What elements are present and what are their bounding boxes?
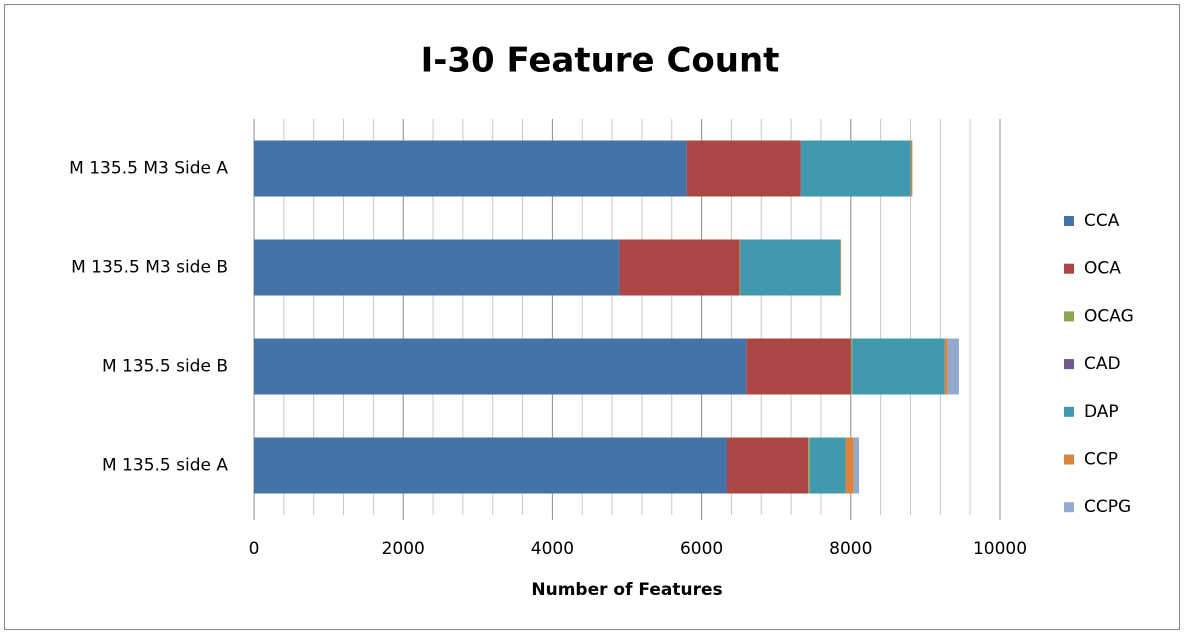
x-tick-label: 10000	[973, 539, 1027, 559]
legend-label: CCA	[1084, 211, 1120, 231]
legend-label: OCAG	[1084, 306, 1134, 326]
x-tick-label: 8000	[829, 539, 872, 559]
bar-segment	[254, 437, 727, 494]
bar-segment	[254, 140, 687, 197]
bar-segment	[845, 437, 854, 494]
bar-segment	[254, 338, 747, 395]
chart-border	[4, 4, 1180, 630]
y-tick-label: M 135.5 side A	[102, 456, 228, 476]
bar-segment	[809, 437, 846, 494]
x-tick-label: 2000	[382, 539, 425, 559]
x-axis-title: Number of Features	[531, 580, 722, 600]
bar-segment	[910, 140, 913, 197]
bar-segment	[944, 338, 948, 395]
bar-segment	[850, 338, 853, 395]
legend-swatch	[1064, 454, 1074, 465]
bar-segment	[619, 239, 740, 296]
legend-swatch	[1064, 311, 1074, 322]
bar-segment	[852, 338, 945, 395]
y-tick-label: M 135.5 M3 side B	[71, 258, 228, 278]
bar-segment	[254, 239, 620, 296]
y-tick-label: M 135.5 side B	[102, 357, 228, 377]
legend-swatch	[1064, 216, 1074, 226]
x-tick-label: 0	[249, 539, 260, 559]
bar-segment	[726, 437, 809, 494]
bar-segment	[947, 338, 959, 395]
chart-title: I-30 Feature Count	[421, 41, 780, 81]
legend-swatch	[1064, 263, 1074, 274]
legend-swatch	[1064, 502, 1074, 513]
legend-label: CCPG	[1084, 497, 1131, 517]
legend-label: CAD	[1084, 354, 1121, 374]
bar-segment	[808, 437, 810, 494]
x-tick-label: 6000	[680, 539, 723, 559]
x-tick-label: 4000	[531, 539, 574, 559]
legend-label: DAP	[1084, 402, 1119, 422]
bar-segment	[686, 140, 801, 197]
y-tick-label: M 135.5 M3 Side A	[69, 159, 228, 179]
legend-swatch	[1064, 359, 1074, 370]
bar-segment	[800, 140, 911, 197]
legend-label: OCA	[1084, 259, 1121, 279]
bar-segment	[853, 437, 860, 494]
bar-segment	[740, 239, 841, 296]
bar-segment	[840, 239, 842, 296]
bar-segment	[739, 239, 741, 296]
legend-label: CCP	[1084, 450, 1118, 470]
legend-swatch	[1064, 406, 1074, 417]
bar-segment	[746, 338, 851, 395]
